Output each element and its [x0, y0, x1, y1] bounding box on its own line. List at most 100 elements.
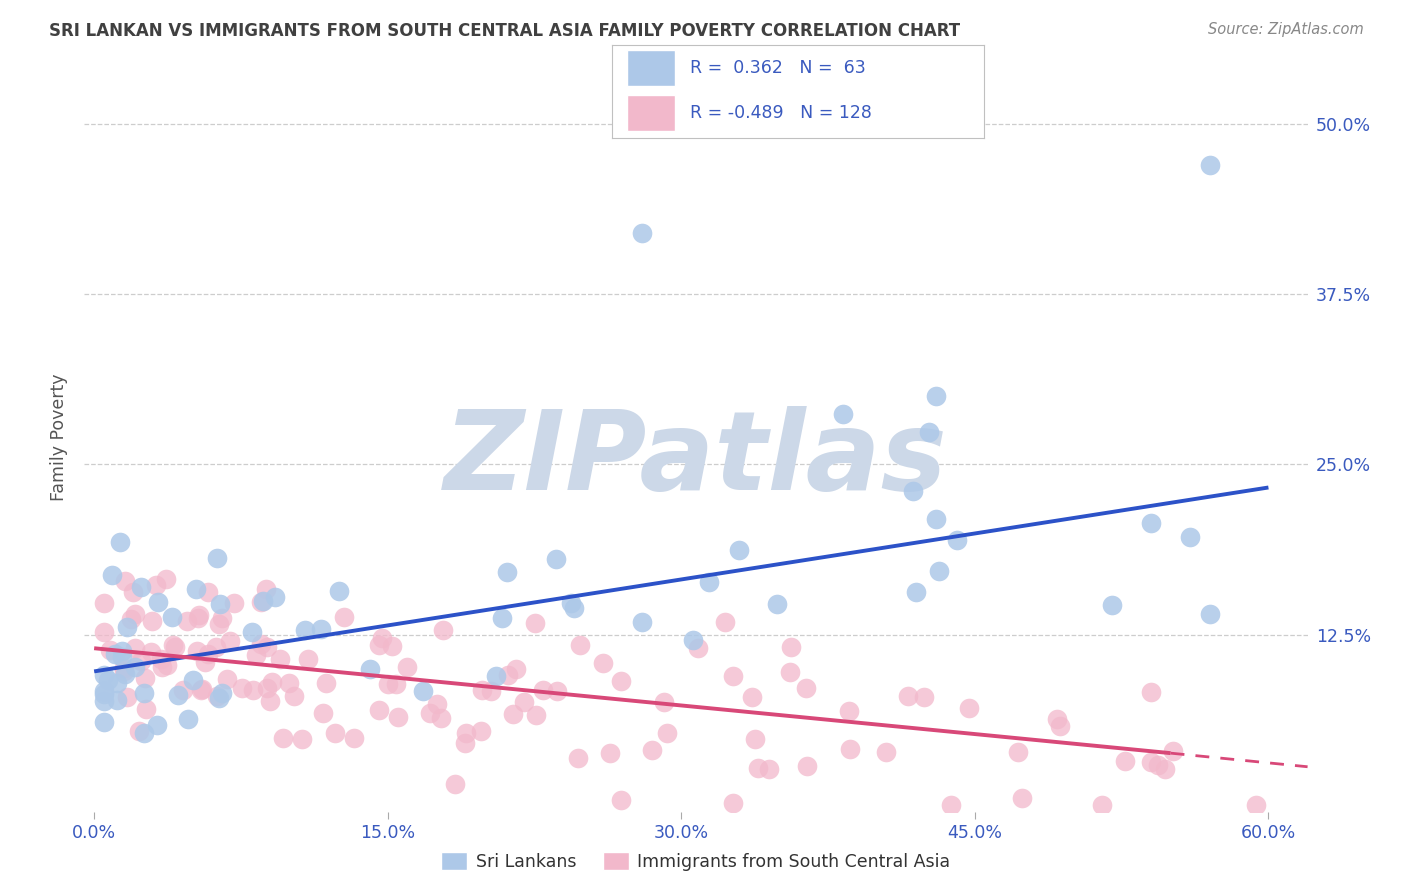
Point	[245, 648, 267, 662]
Point	[524, 615, 547, 630]
Point	[713, 615, 735, 629]
Point	[925, 512, 948, 526]
Point	[124, 640, 146, 655]
Point	[1198, 158, 1220, 172]
Point	[1147, 758, 1170, 772]
Point	[359, 662, 381, 676]
Point	[271, 731, 294, 745]
Point	[429, 711, 451, 725]
Point	[141, 614, 163, 628]
Point	[367, 704, 389, 718]
Point	[727, 543, 749, 558]
Point	[98, 643, 121, 657]
Point	[252, 594, 274, 608]
Legend: Sri Lankans, Immigrants from South Central Asia: Sri Lankans, Immigrants from South Centr…	[434, 846, 957, 878]
Point	[231, 681, 253, 695]
Point	[194, 655, 217, 669]
Point	[124, 660, 146, 674]
Point	[222, 596, 245, 610]
Point	[838, 742, 860, 756]
Point	[610, 673, 633, 688]
Point	[744, 732, 766, 747]
Point	[780, 640, 803, 655]
Y-axis label: Family Poverty: Family Poverty	[51, 374, 69, 500]
Point	[479, 684, 502, 698]
Point	[172, 682, 194, 697]
Point	[912, 690, 935, 704]
Point	[97, 673, 120, 687]
Point	[426, 697, 449, 711]
Point	[367, 638, 389, 652]
Point	[131, 653, 153, 667]
Point	[918, 425, 941, 439]
Point	[122, 584, 145, 599]
Point	[1049, 719, 1071, 733]
Point	[1161, 744, 1184, 758]
Point	[132, 686, 155, 700]
Point	[505, 662, 527, 676]
Point	[187, 611, 209, 625]
Point	[132, 726, 155, 740]
Point	[156, 657, 179, 672]
Point	[592, 656, 614, 670]
Point	[209, 597, 232, 611]
Point	[567, 751, 589, 765]
Point	[1140, 516, 1163, 530]
Point	[485, 669, 508, 683]
Point	[283, 690, 305, 704]
Point	[779, 665, 801, 680]
Point	[250, 637, 273, 651]
Point	[957, 700, 980, 714]
Point	[655, 725, 678, 739]
Point	[184, 582, 207, 596]
Point	[741, 690, 763, 704]
Point	[758, 762, 780, 776]
Point	[93, 694, 115, 708]
Point	[312, 706, 335, 720]
Bar	[627, 50, 675, 86]
Text: R = -0.489   N = 128: R = -0.489 N = 128	[690, 104, 872, 122]
Point	[211, 686, 233, 700]
Point	[941, 797, 963, 812]
Point	[115, 620, 138, 634]
Point	[145, 717, 167, 731]
Point	[219, 634, 242, 648]
Point	[1140, 755, 1163, 769]
Point	[495, 566, 517, 580]
Point	[93, 684, 115, 698]
Point	[191, 681, 214, 696]
Point	[256, 681, 278, 695]
Point	[187, 607, 209, 622]
Point	[1198, 607, 1220, 622]
Point	[395, 660, 418, 674]
Point	[1011, 791, 1033, 805]
Point	[131, 580, 153, 594]
Point	[165, 640, 187, 654]
Point	[114, 574, 136, 588]
Point	[385, 676, 408, 690]
Point	[1178, 530, 1201, 544]
Point	[471, 683, 494, 698]
Point	[309, 622, 332, 636]
Point	[145, 578, 167, 592]
Point	[141, 645, 163, 659]
Point	[114, 666, 136, 681]
Point	[256, 640, 278, 654]
Point	[254, 582, 277, 596]
Point	[135, 701, 157, 715]
Text: Source: ZipAtlas.com: Source: ZipAtlas.com	[1208, 22, 1364, 37]
Point	[721, 796, 744, 810]
Point	[101, 568, 124, 582]
Point	[453, 736, 475, 750]
Point	[205, 640, 228, 654]
Text: R =  0.362   N =  63: R = 0.362 N = 63	[690, 59, 866, 77]
Point	[315, 676, 337, 690]
Point	[160, 609, 183, 624]
Text: SRI LANKAN VS IMMIGRANTS FROM SOUTH CENTRAL ASIA FAMILY POVERTY CORRELATION CHAR: SRI LANKAN VS IMMIGRANTS FROM SOUTH CENT…	[49, 22, 960, 40]
Point	[177, 712, 200, 726]
Point	[641, 743, 664, 757]
Point	[377, 676, 399, 690]
Point	[263, 591, 285, 605]
Point	[124, 607, 146, 622]
Point	[610, 793, 633, 807]
